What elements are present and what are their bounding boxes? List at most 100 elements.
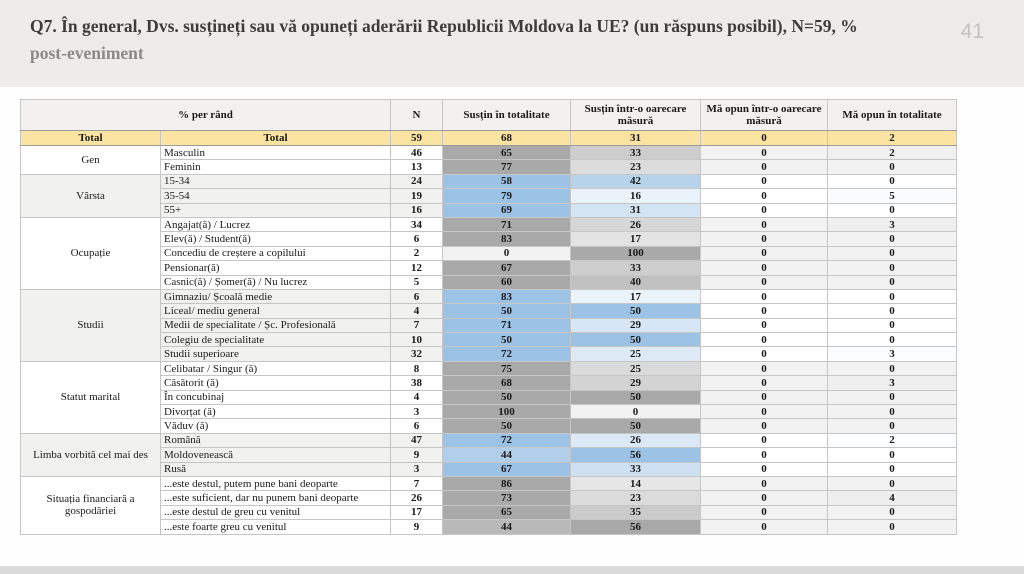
- n-cell: 16: [390, 202, 443, 218]
- value-cell: 68: [442, 375, 571, 391]
- value-cell: 16: [570, 188, 701, 204]
- total-value-cell: 2: [827, 130, 957, 146]
- value-cell: 83: [442, 231, 571, 247]
- n-cell: 4: [390, 389, 443, 406]
- value-cell: 72: [442, 432, 571, 449]
- value-cell: 50: [570, 332, 701, 348]
- value-cell: 77: [442, 159, 571, 175]
- n-cell: 6: [390, 418, 443, 434]
- value-cell: 71: [442, 317, 571, 334]
- n-cell: 17: [390, 504, 443, 521]
- header-support-total: Susțin în totalitate: [442, 99, 571, 131]
- value-cell: 3: [827, 346, 957, 362]
- value-cell: 0: [700, 375, 828, 391]
- value-cell: 44: [442, 519, 571, 535]
- row-label-cell: Căsătorit (ă): [160, 375, 391, 391]
- value-cell: 0: [700, 519, 828, 535]
- row-label-cell: În concubinaj: [160, 389, 391, 406]
- table-row: 55+ 16 69 31 0 0: [21, 202, 957, 218]
- row-label-cell: Română: [160, 432, 391, 449]
- value-cell: 71: [442, 216, 571, 233]
- group-label-cell: Situația financiară a gospodăriei: [20, 475, 161, 535]
- group-label-cell: Vârsta: [20, 173, 161, 218]
- value-cell: 0: [700, 317, 828, 334]
- value-cell: 3: [827, 216, 957, 233]
- header-oppose-total: Mă opun în totalitate: [827, 99, 957, 131]
- row-label-cell: Studii superioare: [160, 346, 391, 362]
- value-cell: 29: [570, 375, 701, 391]
- value-cell: 0: [827, 332, 957, 348]
- group-label-cell: Limba vorbită cel mai des: [20, 432, 161, 477]
- n-cell: 19: [390, 188, 443, 204]
- table-row: Divorțat (ă) 3 100 0 0 0: [21, 404, 957, 420]
- value-cell: 25: [570, 360, 701, 377]
- value-cell: 72: [442, 346, 571, 362]
- results-table: % per rând N Susțin în totalitate Susțin…: [20, 99, 957, 535]
- n-cell: 32: [390, 346, 443, 362]
- value-cell: 0: [827, 260, 957, 276]
- row-label-cell: Moldovenească: [160, 447, 391, 463]
- row-label-cell: Celibatar / Singur (ă): [160, 360, 391, 377]
- value-cell: 35: [570, 504, 701, 521]
- row-label-cell: Elev(ă) / Student(ă): [160, 231, 391, 247]
- value-cell: 0: [827, 418, 957, 434]
- row-label-cell: 35-54: [160, 188, 391, 204]
- table-row: Ocupație Angajat(ă) / Lucrez 34 71 26 0 3: [20, 216, 957, 290]
- value-cell: 0: [700, 447, 828, 463]
- value-cell: 0: [827, 231, 957, 247]
- value-cell: 100: [570, 245, 701, 262]
- table-row: Statut marital Celibatar / Singur (ă) 8 75 2…: [20, 360, 957, 434]
- header-row: % per rând N Susțin în totalitate Susțin…: [20, 99, 957, 131]
- row-label-cell: Colegiu de specialitate: [160, 332, 391, 348]
- value-cell: 0: [827, 317, 957, 334]
- value-cell: 0: [700, 260, 828, 276]
- n-cell: 8: [390, 360, 443, 377]
- header-support-some: Susțin într-o oarecare măsură: [570, 99, 701, 131]
- value-cell: 29: [570, 317, 701, 334]
- value-cell: 17: [570, 231, 701, 247]
- table-row: Studii superioare 32 72 25 0 3: [21, 346, 957, 362]
- row-label-cell: 55+: [160, 202, 391, 218]
- value-cell: 50: [442, 389, 571, 406]
- value-cell: 50: [570, 389, 701, 406]
- row-label-cell: Feminin: [160, 159, 391, 175]
- row-label-cell: Divorțat (ă): [160, 404, 391, 420]
- header-percent-per-row: % per rând: [20, 99, 391, 131]
- n-cell: 5: [390, 274, 443, 290]
- group-label-cell: Studii: [20, 288, 161, 362]
- n-cell: 7: [390, 317, 443, 334]
- total-sub-label: Total: [160, 130, 391, 146]
- table-row: Medii de specialitate / Șc. Profesională…: [21, 317, 957, 334]
- row-label-cell: Văduv (ă): [160, 418, 391, 434]
- total-row: Total Total 59 68 31 0 2: [20, 130, 957, 146]
- n-cell: 7: [390, 475, 443, 492]
- value-cell: 60: [442, 274, 571, 290]
- value-cell: 67: [442, 260, 571, 276]
- bottom-band: [0, 566, 1024, 574]
- row-label-cell: Angajat(ă) / Lucrez: [160, 216, 391, 233]
- table-row: Gen Masculin 46 65 33 0 2: [20, 144, 957, 175]
- total-value-cell: 68: [442, 130, 571, 146]
- value-cell: 50: [442, 332, 571, 348]
- value-cell: 0: [700, 418, 828, 434]
- table-row: Studii Gimnaziu/ Școală medie 6 83 17 0 0: [20, 288, 957, 362]
- value-cell: 31: [570, 202, 701, 218]
- title-band: Q7. În general, Dvs. susțineți sau vă op…: [0, 0, 1024, 87]
- table-row: Liceal/ mediu general 4 50 50 0 0: [21, 303, 957, 319]
- slide-title-subtitle: post-eveniment: [30, 43, 144, 64]
- value-cell: 0: [827, 173, 957, 190]
- value-cell: 0: [700, 432, 828, 449]
- value-cell: 23: [570, 159, 701, 175]
- table-row: ...este suficient, dar nu punem bani deo…: [21, 490, 957, 506]
- row-label-cell: Masculin: [160, 144, 391, 161]
- row-label-cell: Concediu de creștere a copilului: [160, 245, 391, 262]
- n-cell: 9: [390, 519, 443, 535]
- n-cell: 3: [390, 404, 443, 420]
- value-cell: 0: [827, 519, 957, 535]
- value-cell: 2: [827, 144, 957, 161]
- n-cell: 9: [390, 447, 443, 463]
- value-cell: 42: [570, 173, 701, 190]
- value-cell: 100: [442, 404, 571, 420]
- row-label-cell: ...este foarte greu cu venitul: [160, 519, 391, 535]
